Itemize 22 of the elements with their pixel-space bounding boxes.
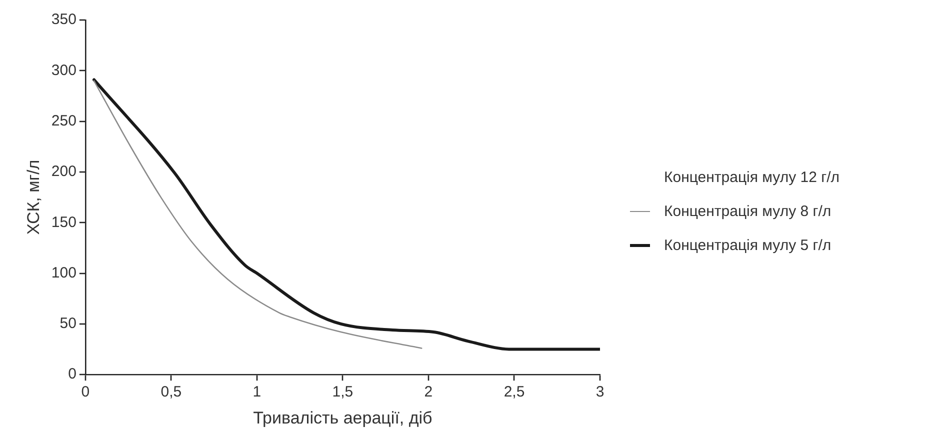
line-series — [92, 78, 600, 351]
y-tick-label: 0 — [68, 366, 76, 383]
y-axis-title: ХСК, мг/л — [24, 160, 43, 235]
y-tick-label: 300 — [51, 62, 76, 79]
y-tick-label: 200 — [51, 163, 76, 180]
legend-label: Концентрація мулу 5 г/л — [664, 236, 832, 254]
text: Концентрація мулу 12 г/л — [664, 168, 840, 186]
x-tick-label: 1 — [252, 384, 262, 401]
y-tick-label: 250 — [51, 112, 76, 130]
x-tick-label: 3 — [596, 384, 604, 401]
y-tick-label: 350 — [51, 11, 76, 28]
x-tick-label: 1,5 — [332, 384, 354, 401]
x-tick-label: 0 — [81, 384, 90, 401]
legend-label: Концентрація мулу 8 г/л — [664, 202, 832, 220]
x-tick-label: 0,5 — [160, 384, 182, 401]
x-tick-label: 2,5 — [504, 384, 525, 401]
line-series — [93, 80, 422, 349]
y-tick-label: 100 — [51, 264, 76, 282]
x-tick-label: 2 — [424, 384, 433, 401]
y-tick-label: 50 — [60, 315, 76, 332]
x-axis-title: Тривалість аерації, діб — [253, 408, 433, 428]
y-tick-label: 150 — [51, 214, 76, 231]
